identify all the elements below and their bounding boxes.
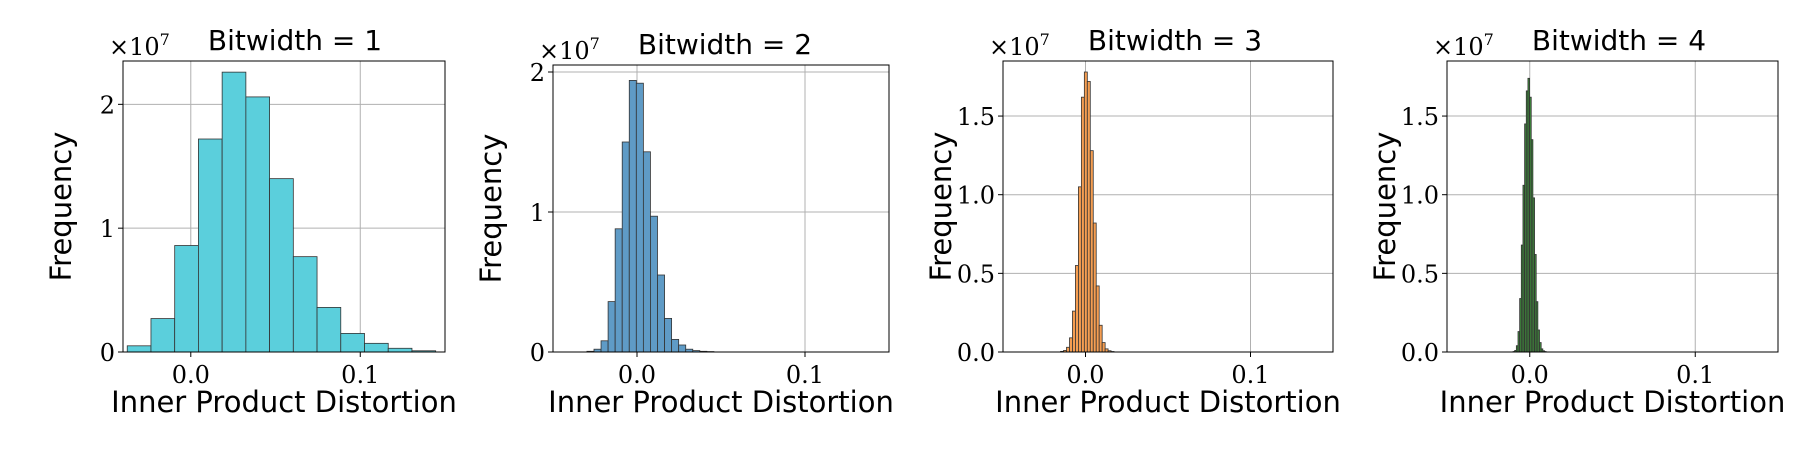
histogram-bar xyxy=(1066,346,1070,353)
histogram-bar xyxy=(316,307,342,353)
histogram-bar xyxy=(198,138,223,353)
y-axis-label: Frequency xyxy=(44,132,78,282)
histogram-bar xyxy=(1072,310,1076,353)
y-axis-label: Frequency xyxy=(924,132,958,282)
histogram-panel-4: 0.0 0.1 0.0 0.5 1.0 1.5 ×107 Bitwidth = 4 Inner … xyxy=(1368,24,1785,419)
histogram-bar xyxy=(340,333,365,353)
y-tick-label: 1 xyxy=(100,215,115,243)
histogram-bar xyxy=(678,344,687,353)
x-tick-label: 0.0 xyxy=(1511,361,1549,389)
histogram-bar xyxy=(1089,150,1094,353)
y-axis-label: Frequency xyxy=(474,134,508,284)
chart-title: Bitwidth = 4 xyxy=(1532,24,1706,57)
chart-title: Bitwidth = 1 xyxy=(208,24,382,57)
histogram-bar xyxy=(1086,81,1091,353)
x-axis-label: Inner Product Distortion xyxy=(111,385,457,419)
y-multiplier-label: ×107 xyxy=(1433,30,1494,61)
histogram-bar xyxy=(292,256,318,353)
x-tick-label: 0.0 xyxy=(618,361,656,389)
y-tick-label: 1.0 xyxy=(1401,182,1439,210)
y-tick-label: 1.0 xyxy=(957,182,995,210)
histogram-bar xyxy=(664,317,673,353)
x-tick-label: 0.1 xyxy=(786,361,824,389)
histogram-bar xyxy=(387,347,413,353)
axes-frame xyxy=(552,64,890,353)
axes-frame xyxy=(1002,60,1334,353)
histogram-panel-3: 0.0 0.1 0.0 0.5 1.0 1.5 ×107 Bitwidth = 3 Inner … xyxy=(924,24,1341,419)
histogram-bar xyxy=(650,215,658,353)
histogram-bar xyxy=(621,141,630,353)
y-tick-label: 2 xyxy=(530,59,545,87)
y-tick-label: 0 xyxy=(530,339,545,367)
y-axis-label: Frequency xyxy=(1368,132,1402,282)
histogram-bar xyxy=(1075,265,1079,353)
y-tick-label: 0.0 xyxy=(1401,339,1439,367)
histogram-bar xyxy=(614,228,623,353)
histogram-bar xyxy=(269,178,294,353)
axes-frame xyxy=(1446,60,1779,353)
histogram-bar xyxy=(1095,285,1100,353)
histogram-bar xyxy=(1069,337,1073,353)
histogram-bar xyxy=(1080,96,1085,353)
y-tick-label: 0 xyxy=(100,339,115,367)
histogram-bar xyxy=(1101,342,1106,353)
histogram-bar xyxy=(628,80,637,353)
histogram-panel-1: 0.0 0.1 0 1 2 ×107 Bitwidth = 1 Inner Product D… xyxy=(44,24,457,419)
histogram-bar xyxy=(657,274,665,353)
x-tick-label: 0.0 xyxy=(172,361,210,389)
y-multiplier-label: ×107 xyxy=(539,34,600,65)
histogram-bar xyxy=(1078,186,1082,353)
y-tick-label: 1 xyxy=(530,199,545,227)
x-axis-label: Inner Product Distortion xyxy=(1440,385,1786,419)
histogram-bar xyxy=(221,71,247,353)
x-tick-label: 0.0 xyxy=(1066,361,1104,389)
x-axis-label: Inner Product Distortion xyxy=(548,385,894,419)
histogram-bar xyxy=(671,338,680,353)
x-axis-label: Inner Product Distortion xyxy=(995,385,1341,419)
histogram-bar xyxy=(126,345,152,353)
histogram-bar xyxy=(174,245,199,353)
y-tick-label: 1.5 xyxy=(957,103,995,131)
y-tick-label: 2 xyxy=(100,91,115,119)
y-tick-label: 0.5 xyxy=(1401,260,1439,288)
y-multiplier-label: ×107 xyxy=(989,30,1050,61)
axes-frame xyxy=(122,60,446,353)
y-tick-label: 0.5 xyxy=(957,260,995,288)
chart-title: Bitwidth = 2 xyxy=(638,28,812,61)
chart-title: Bitwidth = 3 xyxy=(1088,24,1262,57)
x-tick-label: 0.1 xyxy=(1231,361,1269,389)
histogram-bar xyxy=(245,96,270,353)
histogram-bar xyxy=(642,151,651,353)
histogram-bar xyxy=(607,301,616,353)
histogram-bar xyxy=(150,318,176,353)
histogram-bar xyxy=(364,342,389,353)
y-multiplier-label: ×107 xyxy=(109,30,170,61)
histogram-bar xyxy=(600,340,609,353)
histogram-bar xyxy=(635,82,644,353)
histogram-bar xyxy=(1098,324,1103,353)
histogram-bar xyxy=(1083,71,1088,353)
histogram-panel-2: 0.0 0.1 0 1 2×107 Bitwidth = 2 Inner Product D… xyxy=(474,28,894,419)
y-tick-label: 1.5 xyxy=(1401,103,1439,131)
x-tick-label: 0.1 xyxy=(341,361,379,389)
histogram-bar xyxy=(1092,222,1097,353)
y-tick-label: 0.0 xyxy=(957,339,995,367)
x-tick-label: 0.1 xyxy=(1676,361,1714,389)
